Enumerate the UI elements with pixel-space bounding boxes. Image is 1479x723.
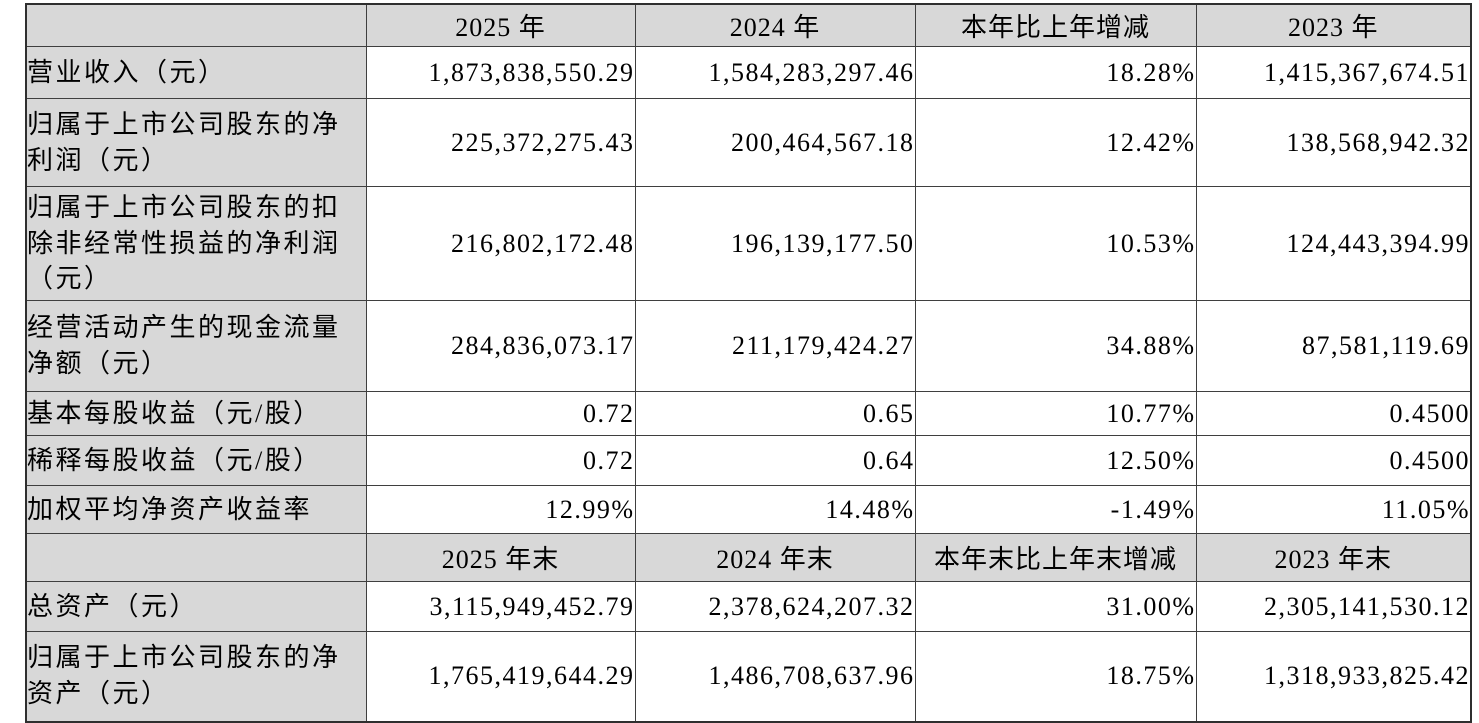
yearend-header-row: 2025 年末 2024 年末 本年末比上年末增减 2023 年末 xyxy=(25,533,1472,582)
cell-value: 1,765,419,644.29 xyxy=(365,631,636,722)
yearend-header-2023: 2023 年末 xyxy=(1195,533,1472,582)
cell-value: 284,836,073.17 xyxy=(365,300,636,392)
cell-value: 124,443,394.99 xyxy=(1195,186,1472,301)
row-label: 归属于上市公司股东的扣 除非经常性损益的净利润 （元） xyxy=(25,186,367,301)
cell-value: 1,318,933,825.42 xyxy=(1195,631,1472,722)
cell-value: 12.42% xyxy=(914,98,1197,187)
row-label: 稀释每股收益（元/股） xyxy=(25,435,367,486)
cell-value: 2,378,624,207.32 xyxy=(634,581,916,632)
table-row-basic-eps: 基本每股收益（元/股） 0.72 0.65 10.77% 0.4500 xyxy=(25,391,1472,436)
cell-value: 1,873,838,550.29 xyxy=(365,46,636,99)
table-row-revenue: 营业收入（元） 1,873,838,550.29 1,584,283,297.4… xyxy=(25,46,1472,99)
cell-value: 0.72 xyxy=(365,435,636,486)
cell-value: 138,568,942.32 xyxy=(1195,98,1472,187)
cell-value: 0.64 xyxy=(634,435,916,486)
cell-value: 0.4500 xyxy=(1195,391,1472,436)
cell-value: 34.88% xyxy=(914,300,1197,392)
annual-header-2024: 2024 年 xyxy=(634,3,916,47)
cell-value: 2,305,141,530.12 xyxy=(1195,581,1472,632)
annual-header-2025: 2025 年 xyxy=(365,3,636,47)
cell-value: 1,486,708,637.96 xyxy=(634,631,916,722)
cell-value: 12.99% xyxy=(365,485,636,534)
table-row-weighted-avg-roe: 加权平均净资产收益率 12.99% 14.48% -1.49% 11.05% xyxy=(25,485,1472,534)
cell-value: 11.05% xyxy=(1195,485,1472,534)
annual-header-blank xyxy=(25,3,367,47)
cell-value: 196,139,177.50 xyxy=(634,186,916,301)
annual-header-row: 2025 年 2024 年 本年比上年增减 2023 年 xyxy=(25,3,1472,47)
financial-summary-table: 2025 年 2024 年 本年比上年增减 2023 年 营业收入（元） 1,8… xyxy=(25,3,1472,723)
row-label: 营业收入（元） xyxy=(25,46,367,99)
row-label: 总资产（元） xyxy=(25,581,367,632)
yearend-header-2025: 2025 年末 xyxy=(365,533,636,582)
table-row-net-profit: 归属于上市公司股东的净 利润（元） 225,372,275.43 200,464… xyxy=(25,98,1472,187)
row-label: 加权平均净资产收益率 xyxy=(25,485,367,534)
cell-value: 18.75% xyxy=(914,631,1197,722)
cell-value: 14.48% xyxy=(634,485,916,534)
row-label: 归属于上市公司股东的净 利润（元） xyxy=(25,98,367,187)
table-row-diluted-eps: 稀释每股收益（元/股） 0.72 0.64 12.50% 0.4500 xyxy=(25,435,1472,486)
cell-value: 12.50% xyxy=(914,435,1197,486)
annual-header-yoy-change: 本年比上年增减 xyxy=(914,3,1197,47)
cell-value: 0.65 xyxy=(634,391,916,436)
row-label: 归属于上市公司股东的净 资产（元） xyxy=(25,631,367,722)
table-row-net-assets: 归属于上市公司股东的净 资产（元） 1,765,419,644.29 1,486… xyxy=(25,631,1472,722)
cell-value: 200,464,567.18 xyxy=(634,98,916,187)
yearend-header-blank xyxy=(25,533,367,582)
cell-value: 211,179,424.27 xyxy=(634,300,916,392)
table-row-operating-cash-flow: 经营活动产生的现金流量 净额（元） 284,836,073.17 211,179… xyxy=(25,300,1472,392)
cell-value: 18.28% xyxy=(914,46,1197,99)
row-label: 经营活动产生的现金流量 净额（元） xyxy=(25,300,367,392)
cell-value: 0.72 xyxy=(365,391,636,436)
cell-value: 216,802,172.48 xyxy=(365,186,636,301)
yearend-header-2024: 2024 年末 xyxy=(634,533,916,582)
cell-value: 31.00% xyxy=(914,581,1197,632)
cell-value: 0.4500 xyxy=(1195,435,1472,486)
cell-value: 10.77% xyxy=(914,391,1197,436)
cell-value: 1,415,367,674.51 xyxy=(1195,46,1472,99)
cell-value: 3,115,949,452.79 xyxy=(365,581,636,632)
cell-value: 87,581,119.69 xyxy=(1195,300,1472,392)
annual-header-2023: 2023 年 xyxy=(1195,3,1472,47)
cell-value: -1.49% xyxy=(914,485,1197,534)
yearend-header-yoy-change: 本年末比上年末增减 xyxy=(914,533,1197,582)
cell-value: 1,584,283,297.46 xyxy=(634,46,916,99)
table-row-total-assets: 总资产（元） 3,115,949,452.79 2,378,624,207.32… xyxy=(25,581,1472,632)
cell-value: 225,372,275.43 xyxy=(365,98,636,187)
table-row-net-profit-deducted: 归属于上市公司股东的扣 除非经常性损益的净利润 （元） 216,802,172.… xyxy=(25,186,1472,301)
cell-value: 10.53% xyxy=(914,186,1197,301)
row-label: 基本每股收益（元/股） xyxy=(25,391,367,436)
